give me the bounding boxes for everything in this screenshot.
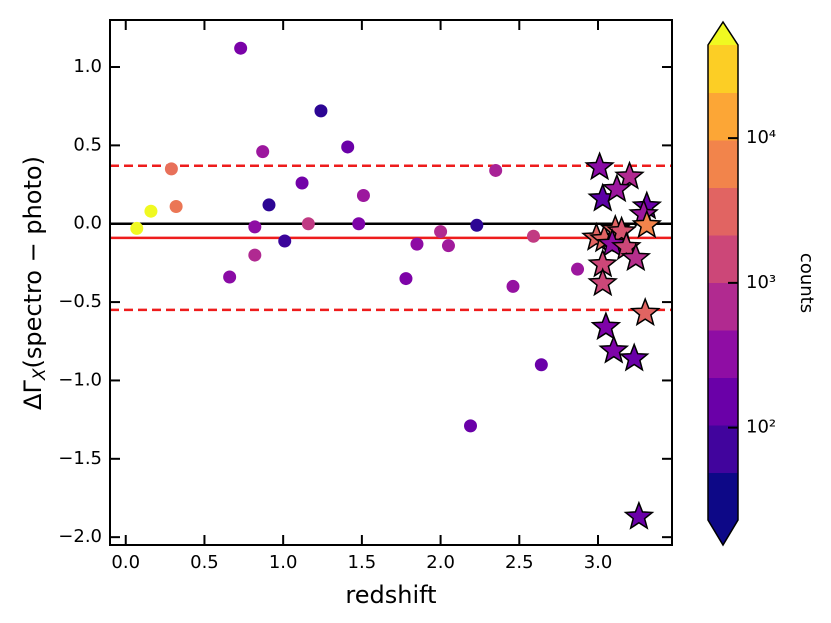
colorbar-frame (707, 20, 739, 547)
star-point (620, 242, 652, 272)
point (256, 145, 270, 159)
point (489, 163, 503, 177)
colorbar-tick-label: 10⁴ (746, 127, 776, 148)
colorbar-band (708, 140, 738, 188)
x-tick-label: 2.0 (426, 552, 455, 573)
point (295, 176, 309, 190)
y-tick-label: 1.0 (73, 56, 102, 77)
star-point (598, 334, 630, 364)
point (463, 419, 477, 433)
point (248, 220, 262, 234)
point (278, 234, 292, 248)
y-label-part: ΔΓ (19, 380, 47, 410)
point (434, 225, 448, 239)
colorbar-tick-label: 10³ (746, 272, 776, 293)
star-point (623, 500, 655, 530)
x-tick-label: 3.0 (584, 552, 613, 573)
star-point (590, 311, 622, 341)
colorbar-extend (708, 22, 738, 45)
y-tick-label: 0.0 (73, 213, 102, 234)
x-tick-label: 1.0 (269, 552, 298, 573)
point (356, 189, 370, 203)
colorbar-band (708, 377, 738, 426)
point (399, 272, 413, 286)
point (234, 41, 248, 55)
point (341, 140, 355, 154)
colorbar-band (708, 330, 738, 378)
plot-frame (109, 19, 673, 546)
colorbar-band (708, 472, 738, 521)
colorbar-band (708, 45, 738, 93)
y-tick-label: −0.5 (58, 291, 102, 312)
y-axis-label: ΔΓX(spectro − photo) (19, 156, 50, 410)
x-tick-label: 0.5 (190, 552, 219, 573)
point (169, 199, 183, 213)
point (470, 218, 484, 232)
y-tick-label: 0.5 (73, 134, 102, 155)
y-label-part: (spectro − photo) (19, 156, 47, 368)
point (506, 279, 520, 293)
star-point (601, 173, 633, 203)
colorbar-tick-label: 10² (746, 417, 776, 438)
point (534, 358, 548, 372)
star-point (584, 151, 615, 181)
point (130, 221, 144, 235)
colorbar-band (708, 92, 738, 141)
colorbar-label: counts (796, 253, 817, 313)
point (571, 262, 585, 276)
star-point (629, 297, 661, 327)
point (223, 270, 237, 284)
star-point (631, 209, 663, 239)
x-tick-label: 1.5 (348, 552, 377, 573)
y-tick-label: −1.5 (58, 448, 102, 469)
colorbar-band (708, 235, 738, 283)
colorbar-band (708, 425, 738, 473)
star-point (587, 267, 618, 297)
colorbar-band (708, 187, 738, 236)
y-tick-label: −1.0 (58, 369, 102, 390)
point (314, 104, 328, 118)
x-tick-label: 0.0 (111, 552, 140, 573)
point (301, 217, 315, 231)
point (164, 162, 178, 176)
colorbar-extend (708, 520, 738, 545)
point (526, 229, 540, 243)
point (410, 237, 424, 251)
point (248, 248, 262, 262)
star-point (618, 342, 650, 372)
point (262, 198, 276, 212)
point (144, 204, 158, 218)
star-point (606, 215, 637, 245)
star-point (614, 160, 645, 190)
x-tick-label: 2.5 (505, 552, 534, 573)
y-tick-label: −2.0 (58, 526, 102, 547)
point (352, 217, 366, 231)
colorbar-band (708, 282, 738, 331)
y-label-sub: X (30, 368, 50, 381)
x-axis-label: redshift (345, 581, 436, 609)
point (441, 239, 455, 253)
